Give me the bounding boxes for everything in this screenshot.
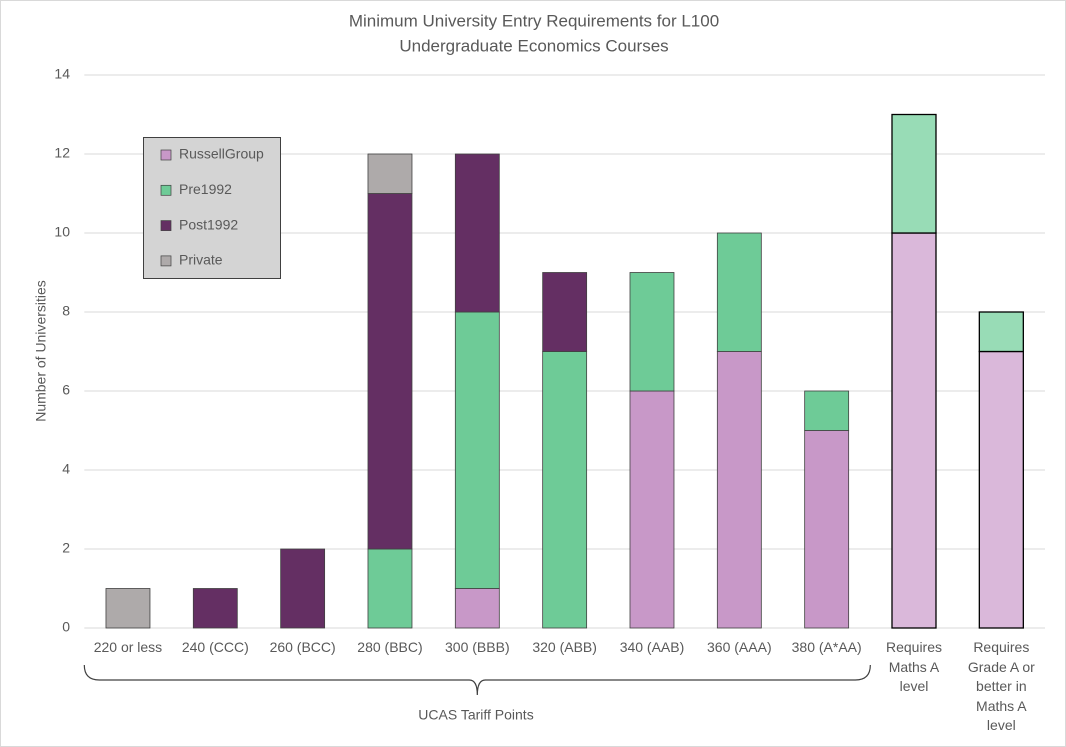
bar-segment	[978, 350, 1024, 629]
x-tick-label: 300 (BBB)	[445, 639, 510, 655]
bar-segment	[105, 588, 151, 629]
bar-segment	[804, 430, 850, 629]
bar-segment	[542, 351, 588, 629]
legend-swatch	[160, 220, 172, 231]
legend: RussellGroup Pre1992 Post1992 Private	[143, 137, 281, 279]
bar-segment	[629, 272, 675, 392]
x-axis-label: UCAS Tariff Points	[418, 707, 533, 723]
y-tick-label: 10	[54, 224, 70, 240]
legend-label: Post1992	[179, 216, 238, 232]
bar-segment	[367, 153, 413, 194]
bar-segment	[280, 548, 326, 629]
chart-title: Undergraduate Economics Courses	[399, 36, 668, 55]
bar-segment	[367, 193, 413, 550]
x-tick-label: 260 (BCC)	[269, 639, 336, 655]
x-group-bracket	[83, 664, 871, 696]
bar-segment	[454, 588, 500, 629]
legend-label: Private	[179, 252, 223, 268]
legend-box	[143, 137, 281, 279]
x-tick-label: 280 (BBC)	[357, 639, 423, 655]
legend-swatch	[160, 184, 172, 196]
y-tick-label: 8	[62, 303, 70, 319]
x-tick-label: 380 (A*AA)	[791, 639, 862, 655]
bar-segment	[454, 311, 500, 589]
bar-segment	[367, 548, 413, 629]
y-tick-label: 4	[62, 461, 70, 477]
x-tick-label: 240 (CCC)	[181, 639, 249, 655]
y-tick-label: 14	[54, 66, 70, 82]
chart-title: Minimum University Entry Requirements fo…	[349, 11, 719, 30]
y-tick-label: 0	[62, 619, 70, 635]
x-tick-label: 360 (AAA)	[707, 639, 772, 655]
x-tick-label: Requires Grade A or better in Maths A le…	[967, 639, 1035, 733]
y-tick-label: 6	[62, 382, 70, 398]
bar-segment	[192, 588, 238, 629]
x-tick-label: 220 or less	[93, 639, 163, 655]
bar-segment	[716, 232, 762, 352]
bar-segment	[978, 311, 1024, 353]
y-tick-label: 12	[54, 145, 70, 161]
x-tick-label: 340 (AAB)	[619, 639, 685, 655]
bar-segment	[454, 153, 500, 313]
y-axis-label: Number of Universities	[33, 280, 49, 422]
bar-segment	[542, 272, 588, 352]
bar-segment	[891, 113, 937, 234]
y-tick-label: 2	[62, 540, 70, 556]
legend-swatch	[160, 149, 172, 161]
x-tick-label: Requires Maths A level	[885, 639, 942, 694]
x-tick-label: 320 (ABB)	[532, 639, 597, 655]
bar-segment	[804, 390, 850, 431]
legend-label: Pre1992	[179, 181, 232, 197]
legend-swatch	[160, 255, 172, 267]
bar-segment	[629, 390, 675, 629]
bar-segment	[716, 351, 762, 629]
bar-segment	[891, 232, 937, 629]
legend-label: RussellGroup	[179, 146, 264, 162]
